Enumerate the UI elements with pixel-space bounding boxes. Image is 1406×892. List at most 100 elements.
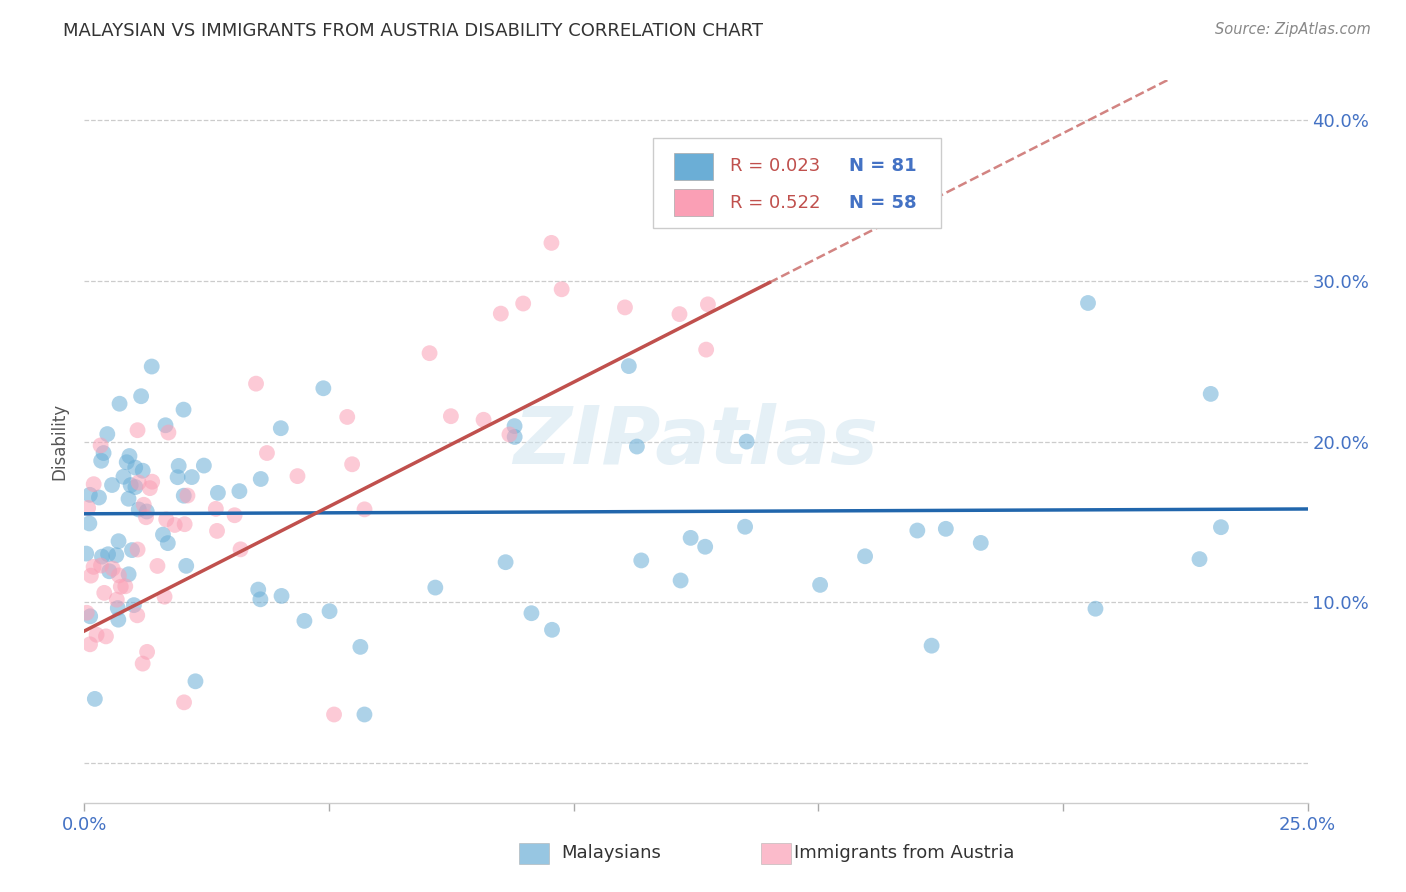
- Point: [205, 501, 228, 516]
- Point: [184, 674, 207, 689]
- Y-axis label: Disability: Disability: [51, 403, 69, 480]
- Point: [669, 574, 692, 588]
- Point: [318, 604, 340, 618]
- Point: [167, 458, 190, 473]
- Point: [630, 553, 652, 567]
- Point: [249, 592, 271, 607]
- Point: [472, 413, 495, 427]
- Point: [146, 558, 169, 573]
- Point: [132, 464, 155, 478]
- Point: [697, 297, 720, 311]
- Point: [127, 423, 149, 437]
- Point: [115, 455, 138, 469]
- Point: [808, 578, 831, 592]
- Point: [155, 418, 177, 433]
- Point: [245, 376, 267, 391]
- Point: [340, 457, 363, 471]
- Point: [668, 307, 690, 321]
- Point: [229, 542, 252, 557]
- Bar: [519, 843, 550, 864]
- Point: [661, 157, 683, 171]
- Text: Source: ZipAtlas.com: Source: ZipAtlas.com: [1215, 22, 1371, 37]
- Text: Malaysians: Malaysians: [561, 845, 661, 863]
- Point: [97, 547, 120, 561]
- Point: [1077, 296, 1099, 310]
- Point: [679, 531, 702, 545]
- Point: [90, 438, 112, 452]
- Point: [117, 491, 139, 506]
- Point: [419, 346, 441, 360]
- Point: [1209, 520, 1232, 534]
- Point: [121, 543, 143, 558]
- Point: [613, 301, 636, 315]
- Point: [520, 606, 543, 620]
- Point: [83, 692, 105, 706]
- Point: [157, 425, 180, 440]
- Point: [105, 548, 128, 562]
- Point: [173, 489, 195, 503]
- Bar: [761, 843, 792, 864]
- Text: MALAYSIAN VS IMMIGRANTS FROM AUSTRIA DISABILITY CORRELATION CHART: MALAYSIAN VS IMMIGRANTS FROM AUSTRIA DIS…: [63, 22, 763, 40]
- Point: [108, 397, 131, 411]
- Point: [176, 489, 198, 503]
- Point: [155, 512, 177, 526]
- Point: [79, 609, 101, 624]
- Text: N = 81: N = 81: [849, 156, 917, 175]
- Point: [101, 562, 124, 576]
- Point: [80, 568, 103, 582]
- Point: [129, 389, 152, 403]
- Text: R = 0.023: R = 0.023: [730, 156, 821, 175]
- Point: [853, 549, 876, 564]
- Point: [98, 564, 121, 578]
- Point: [353, 502, 375, 516]
- Point: [90, 454, 112, 468]
- Point: [127, 608, 149, 623]
- Point: [336, 409, 359, 424]
- FancyBboxPatch shape: [654, 138, 941, 228]
- Point: [173, 517, 195, 532]
- Point: [107, 613, 129, 627]
- Point: [695, 540, 717, 554]
- Point: [617, 359, 640, 373]
- Point: [90, 558, 112, 573]
- Point: [695, 343, 717, 357]
- Point: [1199, 387, 1222, 401]
- Point: [353, 707, 375, 722]
- Point: [156, 536, 179, 550]
- Point: [128, 475, 150, 490]
- Point: [249, 472, 271, 486]
- Point: [131, 657, 153, 671]
- Point: [440, 409, 463, 424]
- Text: ZIPatlas: ZIPatlas: [513, 402, 879, 481]
- Point: [173, 695, 195, 709]
- Point: [1188, 552, 1211, 566]
- Point: [152, 527, 174, 541]
- Point: [270, 589, 292, 603]
- Point: [163, 518, 186, 533]
- Point: [166, 470, 188, 484]
- Point: [124, 480, 146, 494]
- Point: [495, 555, 517, 569]
- Point: [180, 470, 202, 484]
- Point: [349, 640, 371, 654]
- Point: [174, 558, 197, 573]
- Point: [132, 498, 155, 512]
- Point: [503, 419, 526, 434]
- Point: [312, 381, 335, 395]
- Point: [224, 508, 246, 523]
- Point: [503, 430, 526, 444]
- Point: [120, 478, 142, 492]
- Point: [83, 560, 105, 574]
- Point: [141, 475, 163, 489]
- Point: [153, 590, 176, 604]
- Point: [91, 549, 114, 564]
- Point: [79, 637, 101, 651]
- Point: [110, 580, 132, 594]
- Point: [117, 567, 139, 582]
- Point: [970, 536, 993, 550]
- Point: [96, 427, 118, 442]
- Point: [135, 510, 157, 524]
- Point: [921, 639, 943, 653]
- Point: [512, 296, 534, 310]
- Point: [122, 598, 145, 612]
